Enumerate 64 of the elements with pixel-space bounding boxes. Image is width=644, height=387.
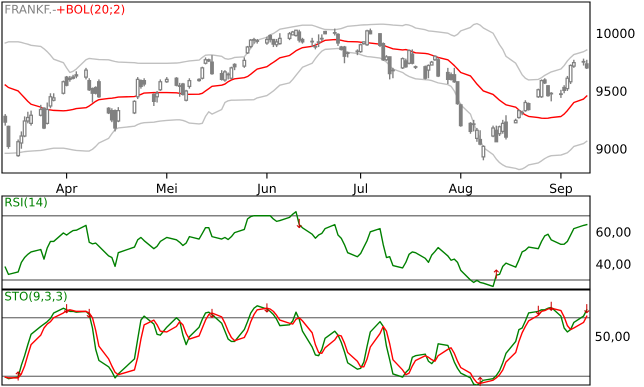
text: +BOL(20;2) [57, 4, 124, 16]
candlestick [423, 64, 428, 80]
annotation: ↓ [86, 308, 92, 318]
candlestick [504, 114, 508, 140]
x-tick-label: Apr [56, 184, 78, 196]
candlestick [3, 113, 8, 126]
candlestick [242, 56, 246, 69]
candlestick [342, 45, 346, 64]
annotation: ↑ [15, 371, 21, 381]
line-series [4, 48, 588, 170]
x-tick-label: Aug [448, 184, 472, 196]
candlestick [152, 92, 156, 107]
candlestick [6, 124, 10, 150]
candlestick [229, 66, 234, 80]
y-tick-label: 9000 [596, 144, 627, 154]
candlestick [29, 110, 33, 126]
candlestick [400, 56, 405, 70]
candlestick [210, 54, 214, 76]
candlestick [278, 32, 282, 46]
candlestick [223, 69, 227, 82]
candlestick [426, 64, 430, 79]
candlestick [365, 29, 369, 47]
candlestick [388, 56, 392, 80]
annotation: ↓ [209, 308, 215, 318]
candlestick [297, 29, 302, 44]
candlestick [316, 34, 321, 48]
candlestick [155, 90, 159, 104]
candlestick [310, 37, 314, 48]
candlestick [84, 67, 88, 80]
y-tick-label: 40,00 [596, 259, 631, 270]
candlestick [517, 108, 521, 120]
candlestick [358, 42, 363, 54]
candlestick [336, 32, 340, 47]
candlestick [187, 78, 192, 90]
chart-title: FRANKF.- [6, 4, 56, 14]
line-series [4, 211, 588, 288]
text: RSI(14) [6, 197, 47, 208]
line-series [4, 22, 588, 81]
y-tick-label: 60,00 [596, 227, 631, 238]
series-label: STO(9,3,3) [5, 291, 67, 302]
y-tick-label: 10000 [596, 28, 634, 38]
candlestick [494, 124, 498, 142]
x-tick-label: Jun [256, 184, 276, 196]
candlestick [158, 78, 162, 92]
candlestick [584, 59, 589, 70]
candlestick [42, 106, 46, 130]
annotation: ↓ [264, 303, 270, 312]
y-tick-label: 9500 [596, 86, 627, 96]
candlestick [132, 100, 136, 115]
candlestick [61, 80, 66, 96]
x-tick-label: Mei [157, 183, 177, 194]
text: 50,00 [596, 332, 630, 342]
candlestick [436, 56, 440, 78]
candlestick [540, 78, 544, 99]
candlestick [468, 121, 472, 134]
candlestick [200, 66, 204, 80]
x-tick-label: Jul [352, 183, 367, 196]
candlestick [407, 48, 411, 66]
annotation: ↑ [477, 376, 483, 386]
candlestick [97, 78, 101, 99]
candlestick [113, 108, 117, 132]
annotation: ↓ [584, 304, 590, 314]
x-tick-label: Sep [550, 184, 572, 196]
candlestick [410, 48, 414, 66]
